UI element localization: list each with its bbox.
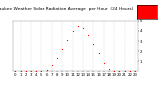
Point bbox=[24, 71, 27, 72]
Point bbox=[97, 53, 100, 54]
Point bbox=[128, 71, 131, 72]
Point bbox=[56, 57, 58, 58]
Point bbox=[103, 62, 105, 64]
Point bbox=[30, 71, 32, 72]
Point bbox=[113, 70, 116, 72]
Point bbox=[108, 69, 110, 70]
Point bbox=[51, 64, 53, 66]
Point bbox=[14, 71, 17, 72]
Point bbox=[123, 71, 126, 72]
Point bbox=[76, 25, 79, 27]
Point bbox=[45, 69, 48, 70]
Point bbox=[134, 71, 136, 72]
Point bbox=[92, 43, 95, 45]
Point bbox=[66, 39, 69, 40]
Text: Milwaukee Weather Solar Radiation Average  per Hour  (24 Hours): Milwaukee Weather Solar Radiation Averag… bbox=[0, 7, 133, 11]
Point bbox=[118, 71, 121, 72]
Point bbox=[35, 71, 37, 72]
Point bbox=[19, 71, 22, 72]
Point bbox=[87, 34, 89, 35]
Point bbox=[82, 28, 84, 29]
Point bbox=[61, 49, 64, 50]
Point bbox=[40, 71, 43, 72]
Point bbox=[71, 31, 74, 32]
